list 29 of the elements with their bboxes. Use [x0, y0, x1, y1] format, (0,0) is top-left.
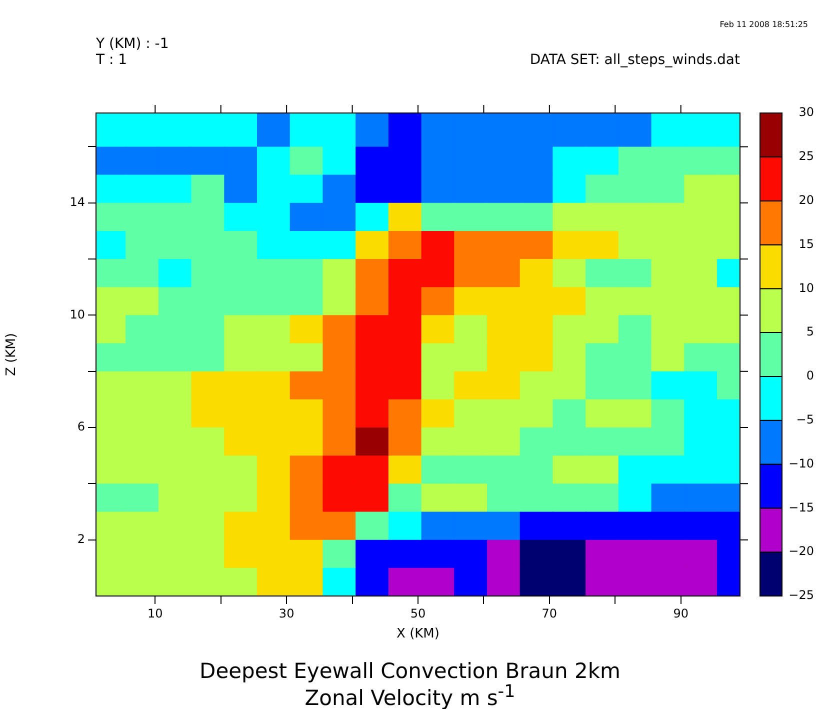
text: T : 1	[96, 52, 128, 68]
color-bar-label: 5	[806, 324, 814, 339]
color-bar-label: −5	[796, 412, 814, 426]
color-bar-label: 0	[806, 368, 814, 383]
color-bar-label: 30	[798, 105, 814, 120]
text: Y (KM) : -1	[96, 36, 169, 52]
color-bar-label: 10	[798, 280, 814, 295]
y-tick-label: 6	[77, 420, 85, 434]
y-axis-title: Z (KM)	[4, 333, 20, 376]
x-tick-label: 50	[410, 606, 426, 620]
x-tick-label: 30	[278, 606, 294, 620]
color-bar-label: 15	[798, 236, 814, 251]
x-tick-label: 90	[673, 606, 688, 620]
text: Deepest Eyewall Convection Braun 2km	[198, 659, 622, 683]
color-bar-label: 25	[798, 149, 814, 164]
x-axis-title: X (KM)	[396, 626, 440, 642]
x-tick-label: 70	[542, 606, 558, 620]
x-tick-label: 10	[148, 606, 163, 620]
text: Feb 11 2008 18:51:25	[720, 20, 808, 29]
color-bar-label: −15	[788, 500, 814, 514]
y-tick-label: 14	[70, 194, 85, 209]
color-bar-label: 20	[798, 192, 814, 207]
text: DATA SET: all_steps_winds.dat	[530, 52, 740, 68]
text: Zonal Velocity m s$^{-1}$	[304, 682, 516, 709]
color-bar-label: −25	[788, 588, 814, 602]
color-bar-label: −10	[788, 456, 814, 470]
color-bar-label: −20	[788, 544, 814, 558]
y-tick-label: 10	[70, 307, 85, 322]
y-tick-label: 2	[77, 532, 85, 546]
